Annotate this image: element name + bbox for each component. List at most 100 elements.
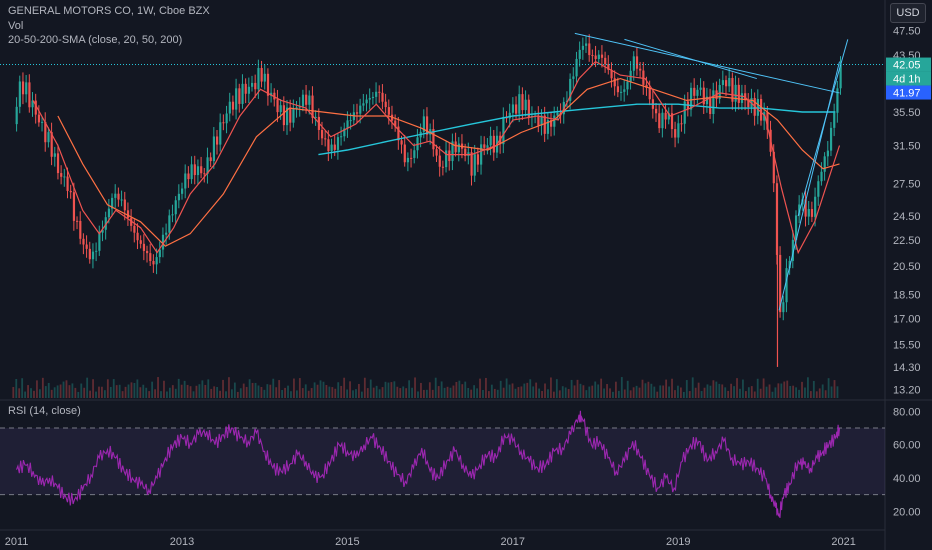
candle-body [260,68,263,82]
volume-bar [558,390,561,398]
candle-body [600,54,604,58]
candle-body [362,103,365,106]
candle-body [578,49,581,59]
volume-bar [275,387,278,398]
volume-bar [145,387,148,398]
volume-bar [437,386,440,398]
volume-bar [266,384,269,398]
volume-bar [310,388,313,398]
volume-bar [293,378,295,398]
candle-body [203,173,206,175]
volume-bar [405,388,408,398]
volume-bar [363,377,366,398]
volume-bar [272,378,275,398]
volume-bar [44,386,47,398]
candle-body [581,45,585,50]
volume-bar [328,386,331,398]
candle-body [492,135,495,153]
candle-body [734,84,737,102]
volume-bar [319,380,322,398]
candle-body [66,176,69,191]
price-tick-label: 22.50 [893,235,921,247]
rsi-legend[interactable]: RSI (14, close) [8,405,81,417]
volume-bar [756,378,759,398]
candle-body [833,112,836,128]
candle-body [575,58,578,77]
candle-body [613,78,616,87]
candle-body [25,82,28,95]
candle-body [235,88,238,110]
volume-bar [809,391,812,398]
volume-bar [316,384,319,398]
volume-bar [827,378,830,398]
symbol-title[interactable]: GENERAL MOTORS CO, 1W, Cboe BZX [8,5,210,17]
volume-bar [792,385,795,398]
volume-bar [786,380,789,398]
volume-bar [688,391,691,398]
volume-bar [210,388,213,398]
candle-body [464,148,467,156]
volume-bar [239,388,242,398]
candle-body [133,225,136,233]
volume-bar [544,383,546,398]
candle-body [387,107,390,115]
candle-body [814,196,817,217]
volume-bar [408,380,411,398]
volume-bar [511,383,514,398]
candle-body [670,113,674,130]
volume-bar [166,391,168,398]
volume-bar [101,386,103,398]
volume-bar [260,386,263,398]
candle-body [330,144,333,152]
candle-body [225,113,228,124]
time-tick-label: 2017 [501,536,525,548]
volume-bar [502,387,505,398]
rsi-tick-label: 60.00 [893,440,921,452]
candle-body [209,157,212,162]
volume-bar [700,391,703,398]
candle-body [794,215,798,240]
volume-bar [219,390,221,398]
candle-body [569,78,572,101]
candle-body [699,87,702,90]
volume-bar [384,381,387,398]
candle-body [747,100,750,108]
candle-body [817,181,820,197]
candle-body [438,155,441,167]
volume-bar [198,384,201,398]
volume-bar [174,388,177,398]
candle-body [537,115,540,126]
candle-body [511,104,515,113]
price-tick-label: 20.50 [893,261,921,273]
candle-body [381,92,384,102]
candle-body [626,81,629,90]
volume-bar [171,385,174,398]
volume-bar [109,386,112,398]
candle-body [104,217,107,230]
currency-button[interactable]: USD [890,3,926,23]
volume-bar [514,388,517,398]
volume-bar [679,387,682,398]
candle-body [779,254,782,313]
volume-bar [461,384,464,398]
vol-legend[interactable]: Vol [8,20,24,32]
volume-bar [473,385,476,398]
trendline [624,38,757,80]
price-tick-label: 14.30 [893,362,921,374]
price-tick-label: 24.50 [893,211,921,223]
volume-bar [490,384,493,398]
volume-bar [623,389,626,398]
rsi-line [15,410,841,518]
candle-body [263,73,266,82]
volume-bar [399,388,402,398]
candle-body [712,90,715,114]
candle-body [37,114,41,123]
sma-legend[interactable]: 20-50-200-SMA (close, 20, 50, 200) [8,34,183,46]
volume-bar [482,389,484,398]
volume-bar [526,382,529,398]
candle-body [772,151,775,184]
candle-body [196,166,200,176]
candle-body [333,144,336,150]
last-price-tag [886,57,931,72]
